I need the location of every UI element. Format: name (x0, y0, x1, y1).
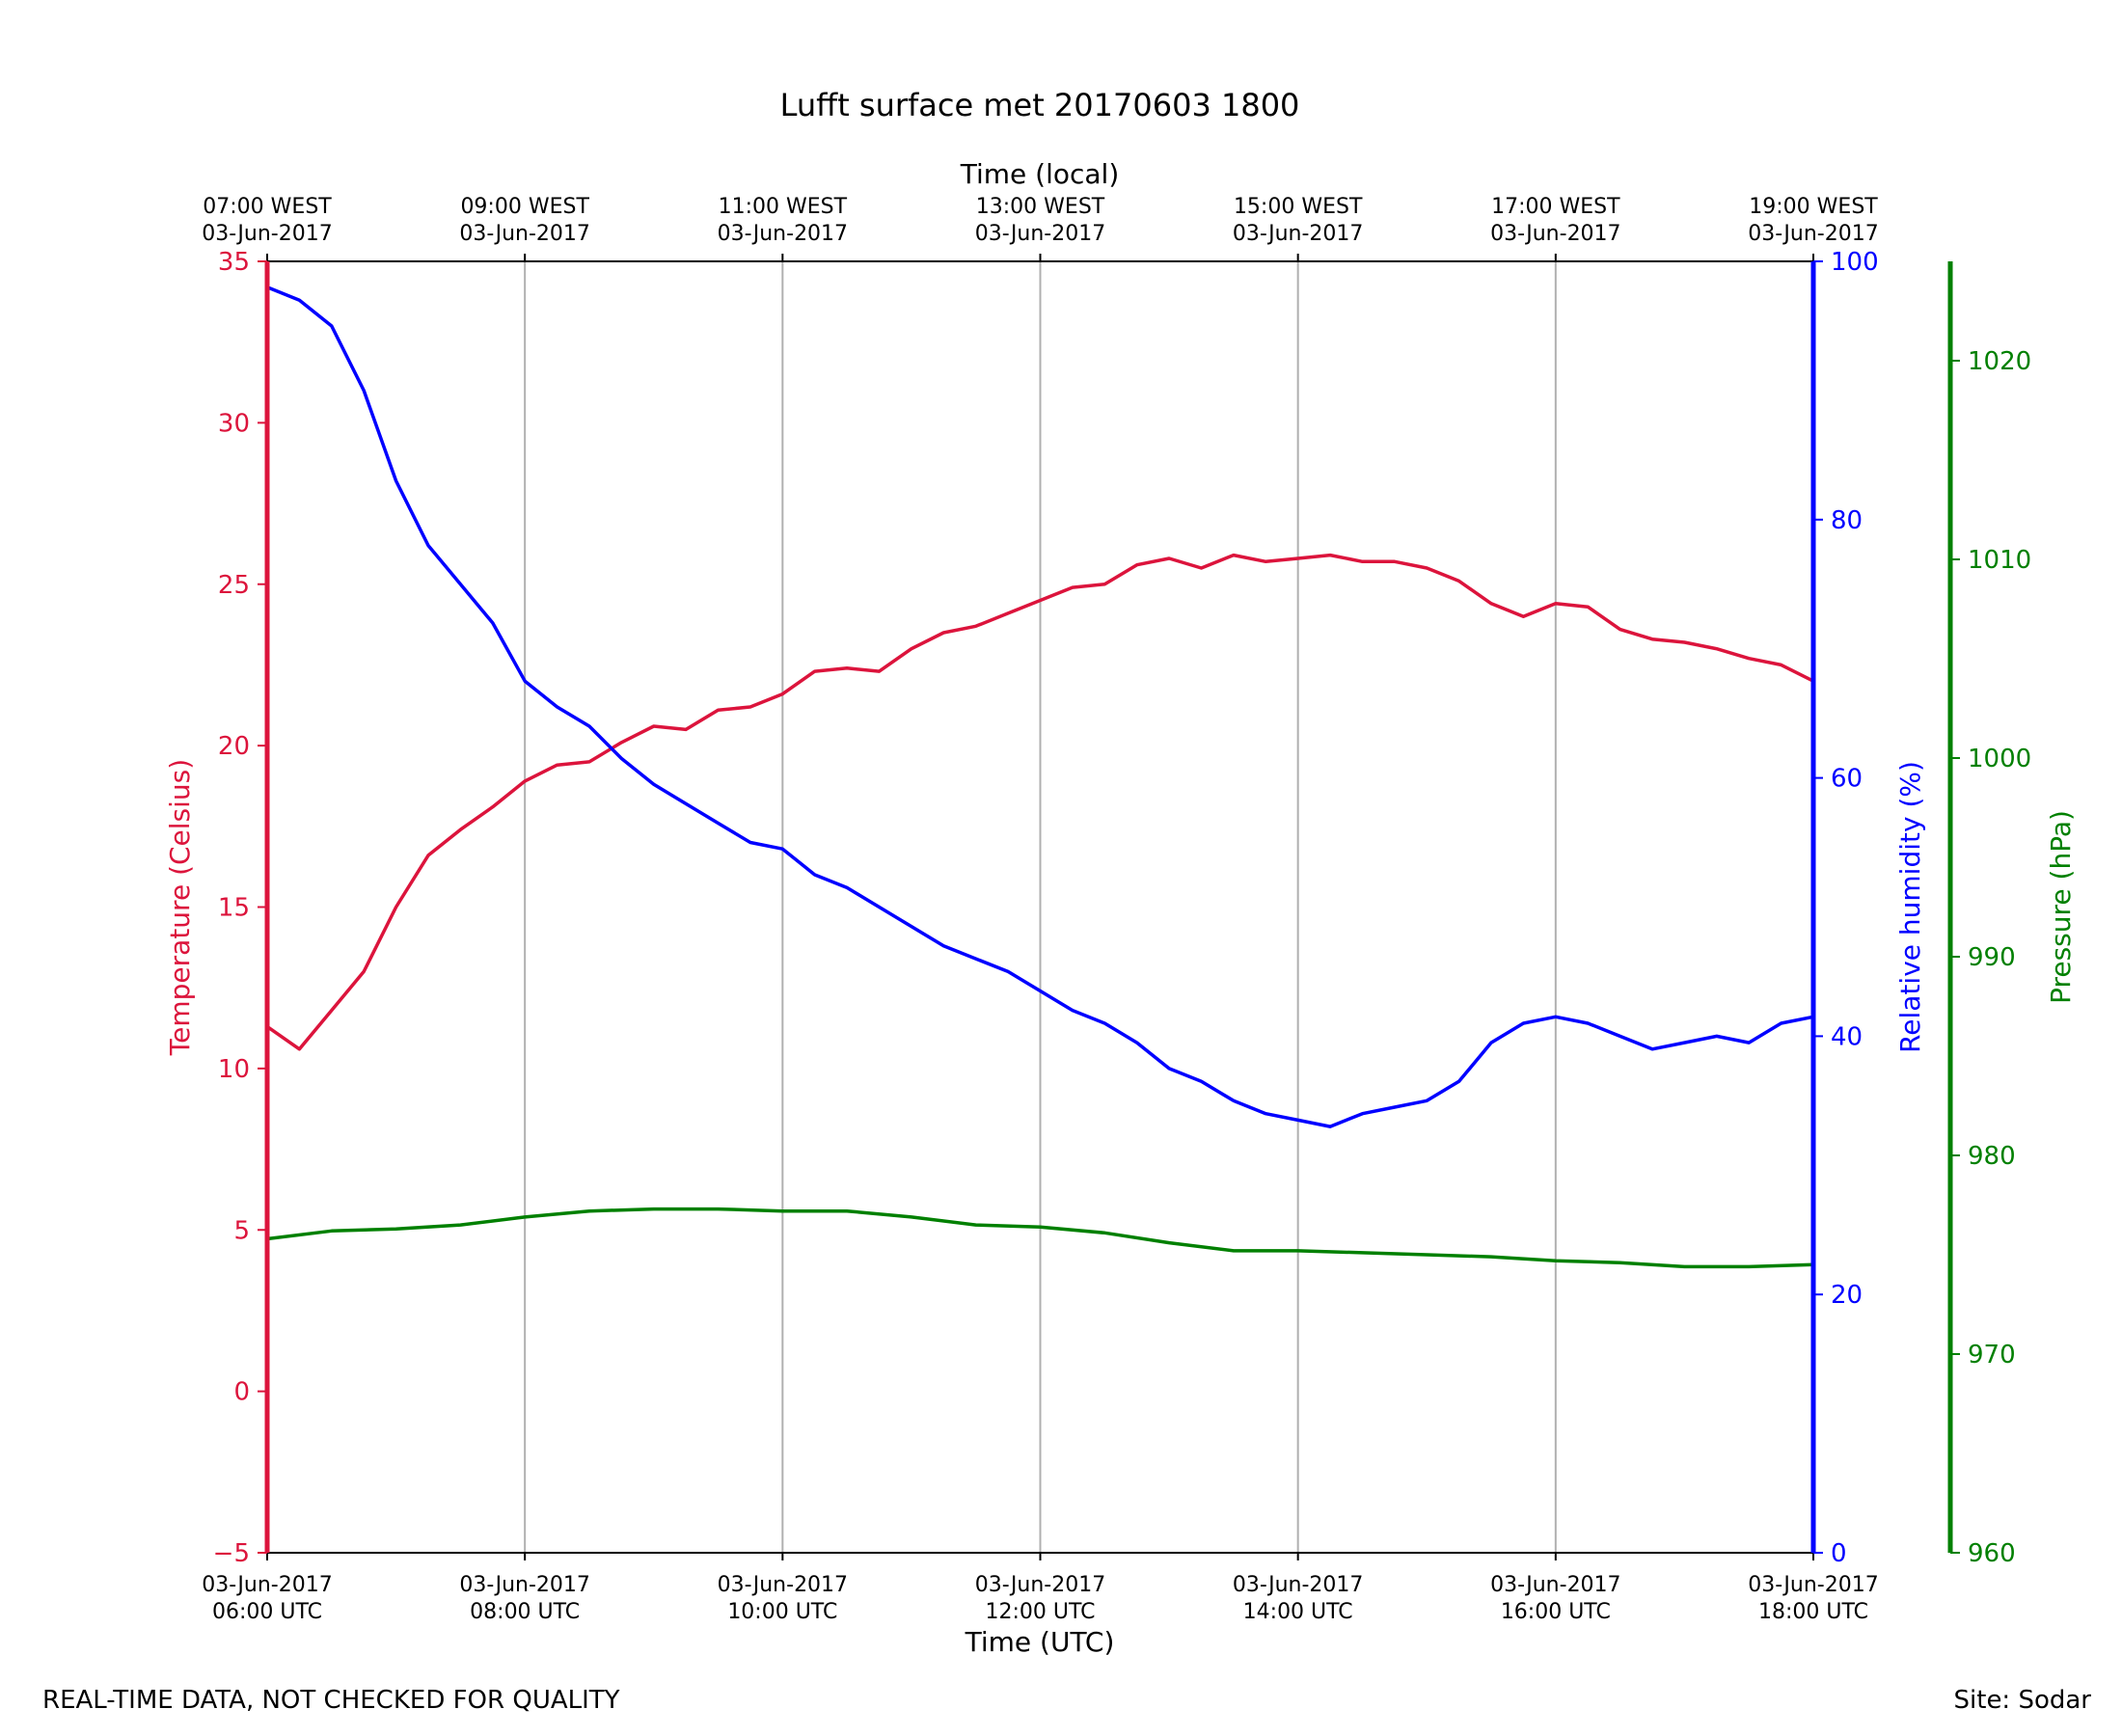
humidity-tick-label: 60 (1831, 765, 1863, 794)
x-tick-label: 03-Jun-2017 (202, 1573, 332, 1597)
pressure-tick-label: 990 (1968, 943, 2016, 972)
temperature-tick-label: 5 (233, 1216, 250, 1245)
x-tick-label: 03-Jun-2017 (718, 1573, 848, 1597)
top-axis-label: Time (local) (960, 158, 1120, 190)
top-tick-label: 03-Jun-2017 (1748, 222, 1878, 246)
x-tick-label: 03-Jun-2017 (975, 1573, 1105, 1597)
x-tick-label: 03-Jun-2017 (1233, 1573, 1363, 1597)
pressure-tick-label: 980 (1968, 1142, 2016, 1171)
gridlines (524, 261, 1557, 1553)
top-tick-label: 15:00 WEST (1234, 195, 1363, 219)
top-tick-label: 03-Jun-2017 (1490, 222, 1620, 246)
top-tick-label: 17:00 WEST (1491, 195, 1620, 219)
temperature-series-line (265, 553, 1814, 1051)
temperature-tick-label: 15 (218, 894, 250, 923)
x-tick-label: 06:00 UTC (212, 1600, 322, 1624)
temperature-tick-label: 10 (218, 1055, 250, 1084)
temperature-tick-label: 20 (218, 732, 250, 761)
pressure-tick-label: 1000 (1968, 745, 2031, 773)
top-tick-label: 11:00 WEST (719, 195, 848, 219)
temperature-tick-label: −5 (213, 1539, 250, 1568)
pressure-axis-label: Pressure (hPa) (2045, 810, 2077, 1004)
temperature-axis-label: Temperature (Celsius) (164, 759, 196, 1056)
x-tick-label: 03-Jun-2017 (1748, 1573, 1878, 1597)
chart-title: Lufft surface met 20170603 1800 (780, 87, 1300, 123)
x-axis-label: Time (UTC) (965, 1626, 1115, 1658)
temperature-tick-label: 30 (218, 409, 250, 438)
series-layer (265, 285, 1814, 1269)
disclaimer-text: REAL-TIME DATA, NOT CHECKED FOR QUALITY (42, 1686, 620, 1715)
humidity-axis-label: Relative humidity (%) (1894, 761, 1926, 1053)
x-tick-label: 16:00 UTC (1501, 1600, 1611, 1624)
pressure-tick-label: 1010 (1968, 546, 2031, 575)
x-tick-label: 08:00 UTC (470, 1600, 580, 1624)
humidity-tick-label: 20 (1831, 1281, 1863, 1310)
y-axes: −5 0 5 10 15 20 25 30 35 Temperature (Celsius) 0 20… (164, 248, 2077, 1568)
x-axis-ticks: 03-Jun-2017 06:00 UTC 07:00 WEST 03-Jun-201… (202, 195, 1878, 1624)
humidity-tick-label: 80 (1831, 506, 1863, 535)
top-tick-label: 03-Jun-2017 (459, 222, 589, 246)
top-tick-label: 13:00 WEST (976, 195, 1105, 219)
x-tick-label: 10:00 UTC (727, 1600, 837, 1624)
top-tick-label: 19:00 WEST (1749, 195, 1878, 219)
x-tick-label: 03-Jun-2017 (1490, 1573, 1620, 1597)
humidity-tick-label: 0 (1831, 1539, 1847, 1568)
top-tick-label: 03-Jun-2017 (975, 222, 1105, 246)
x-tick-label: 14:00 UTC (1243, 1600, 1353, 1624)
pressure-tick-label: 1020 (1968, 347, 2031, 376)
top-tick-label: 03-Jun-2017 (1233, 222, 1363, 246)
top-tick-label: 09:00 WEST (460, 195, 589, 219)
temperature-tick-label: 0 (233, 1378, 250, 1407)
temperature-tick-label: 25 (218, 571, 250, 600)
temperature-tick-label: 35 (218, 248, 250, 277)
x-tick-label: 03-Jun-2017 (459, 1573, 589, 1597)
top-tick-label: 03-Jun-2017 (202, 222, 332, 246)
humidity-tick-label: 100 (1831, 248, 1879, 277)
x-tick-label: 18:00 UTC (1758, 1600, 1868, 1624)
top-tick-label: 07:00 WEST (203, 195, 332, 219)
x-tick-label: 12:00 UTC (985, 1600, 1095, 1624)
pressure-tick-label: 970 (1968, 1341, 2016, 1370)
humidity-series-line (266, 285, 1814, 1128)
pressure-tick-label: 960 (1968, 1539, 2016, 1568)
pressure-series-line (266, 1207, 1814, 1269)
humidity-tick-label: 40 (1831, 1022, 1863, 1051)
site-label: Site: Sodar (1953, 1686, 2091, 1715)
top-tick-label: 03-Jun-2017 (718, 222, 848, 246)
